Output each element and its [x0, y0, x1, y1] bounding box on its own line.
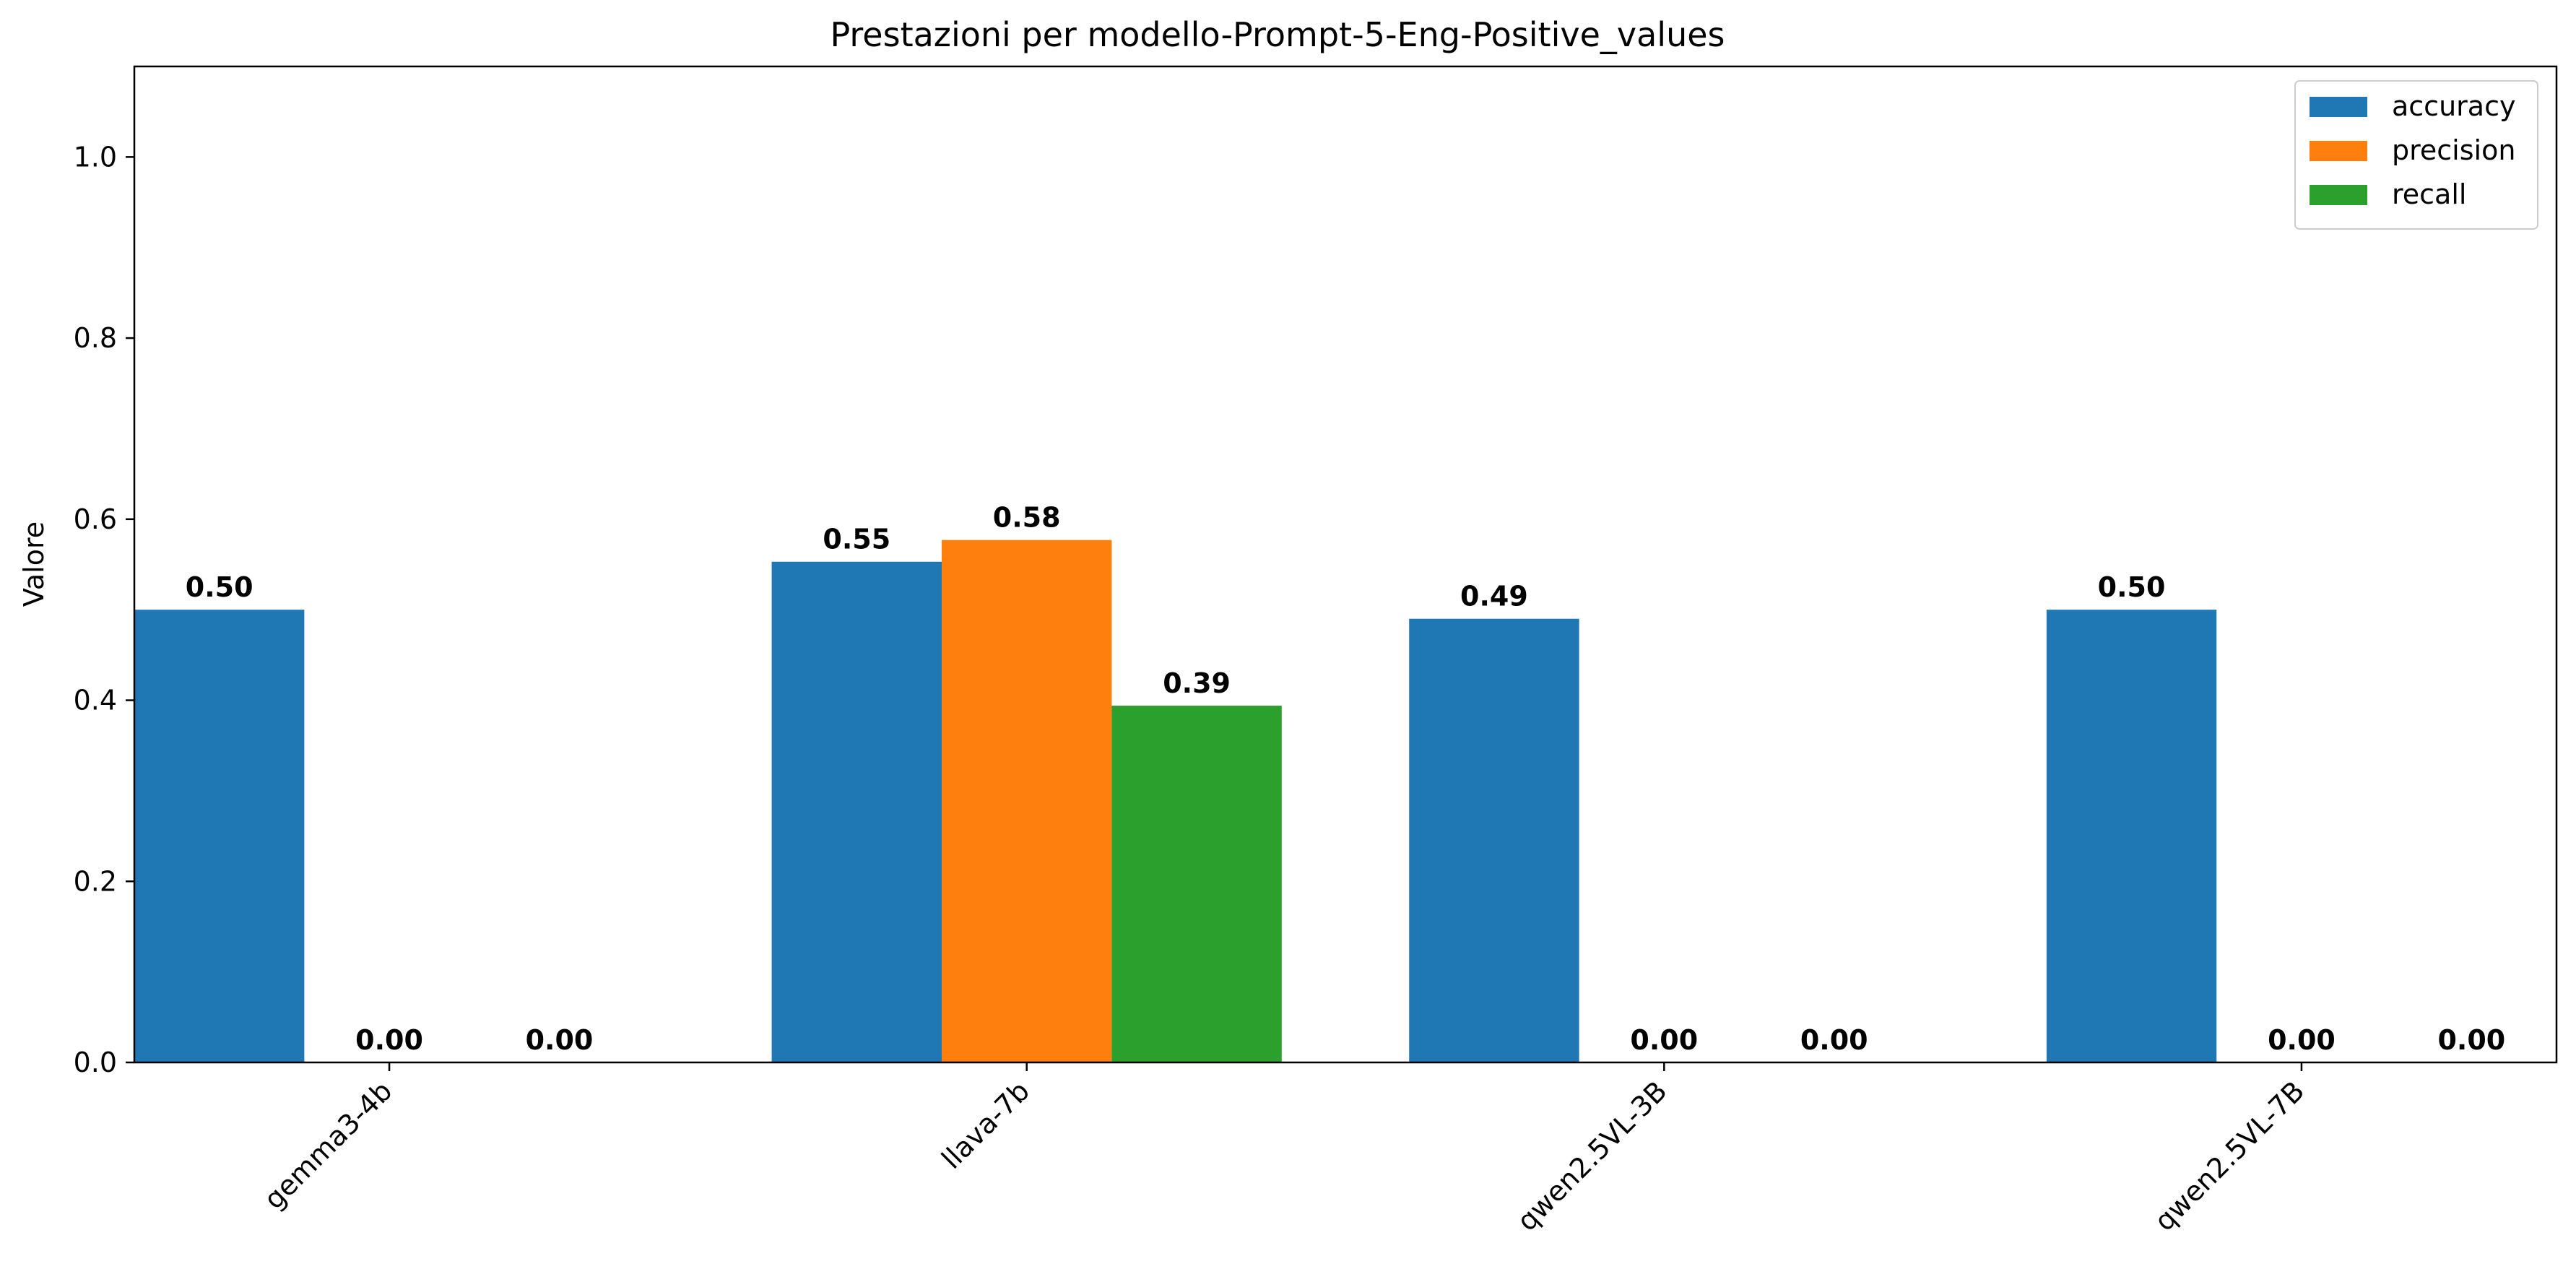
- axes-frame: [133, 65, 2558, 1064]
- data-label: 0.00: [1630, 1024, 1698, 1056]
- x-tick-label: gemma3-4b: [258, 1075, 398, 1215]
- legend: accuracy precision recall: [2294, 80, 2538, 230]
- data-label: 0.49: [1460, 581, 1528, 612]
- bar-recall: [1111, 706, 1282, 1062]
- data-label: 0.00: [2268, 1024, 2336, 1056]
- y-tick-label: 1.0: [74, 141, 117, 173]
- data-label: 0.00: [526, 1024, 594, 1056]
- data-label: 0.50: [186, 571, 253, 603]
- legend-swatch-precision: [2310, 141, 2367, 161]
- x-tick-label: qwen2.5VL-7B: [2148, 1075, 2311, 1237]
- y-tick-label: 0.0: [74, 1047, 117, 1078]
- chart-title: Prestazioni per modello-Prompt-5-Eng-Pos…: [830, 15, 1725, 54]
- y-tick-label: 0.6: [74, 503, 117, 535]
- bar-accuracy: [771, 561, 942, 1062]
- data-label: 0.00: [2437, 1024, 2505, 1056]
- x-tick-label: llava-7b: [935, 1075, 1036, 1175]
- bar-precision: [941, 540, 1112, 1062]
- data-label: 0.58: [993, 502, 1061, 534]
- bar-accuracy: [1409, 618, 1579, 1062]
- legend-label-precision: precision: [2392, 134, 2515, 166]
- legend-swatch-accuracy: [2310, 97, 2367, 117]
- y-tick-label: 0.8: [74, 322, 117, 354]
- data-label: 0.00: [355, 1024, 423, 1056]
- data-label: 0.50: [2098, 571, 2166, 603]
- legend-swatch-recall: [2310, 185, 2367, 205]
- plot-area: 0.50 0.55 0.49 0.50 0.00 0.58 0.00 0.00 0.00 0.39…: [74, 65, 2558, 1237]
- bar-accuracy: [2046, 610, 2217, 1062]
- data-label: 0.55: [823, 524, 890, 555]
- data-label: 0.00: [1800, 1024, 1868, 1056]
- legend-label-recall: recall: [2392, 178, 2466, 210]
- bar-accuracy: [134, 610, 305, 1062]
- x-tick-label: qwen2.5VL-3B: [1511, 1075, 1673, 1237]
- data-label: 0.39: [1163, 667, 1231, 699]
- y-tick-label: 0.4: [74, 685, 117, 716]
- legend-label-accuracy: accuracy: [2392, 90, 2515, 122]
- y-axis-label: Valore: [18, 521, 50, 607]
- y-tick-label: 0.2: [74, 865, 117, 897]
